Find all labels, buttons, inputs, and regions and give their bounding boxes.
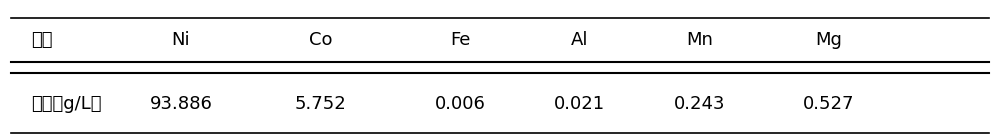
Text: Mg: Mg [816,31,843,49]
Text: 93.886: 93.886 [149,95,212,113]
Text: Al: Al [571,31,589,49]
Text: 0.243: 0.243 [674,95,725,113]
Text: 0.527: 0.527 [803,95,855,113]
Text: Fe: Fe [450,31,470,49]
Text: Ni: Ni [172,31,190,49]
Text: Co: Co [309,31,332,49]
Text: 含量（g/L）: 含量（g/L） [31,95,102,113]
Text: 元素: 元素 [31,31,53,49]
Text: 5.752: 5.752 [295,95,346,113]
Text: 0.006: 0.006 [435,95,486,113]
Text: Mn: Mn [686,31,713,49]
Text: 0.021: 0.021 [554,95,605,113]
